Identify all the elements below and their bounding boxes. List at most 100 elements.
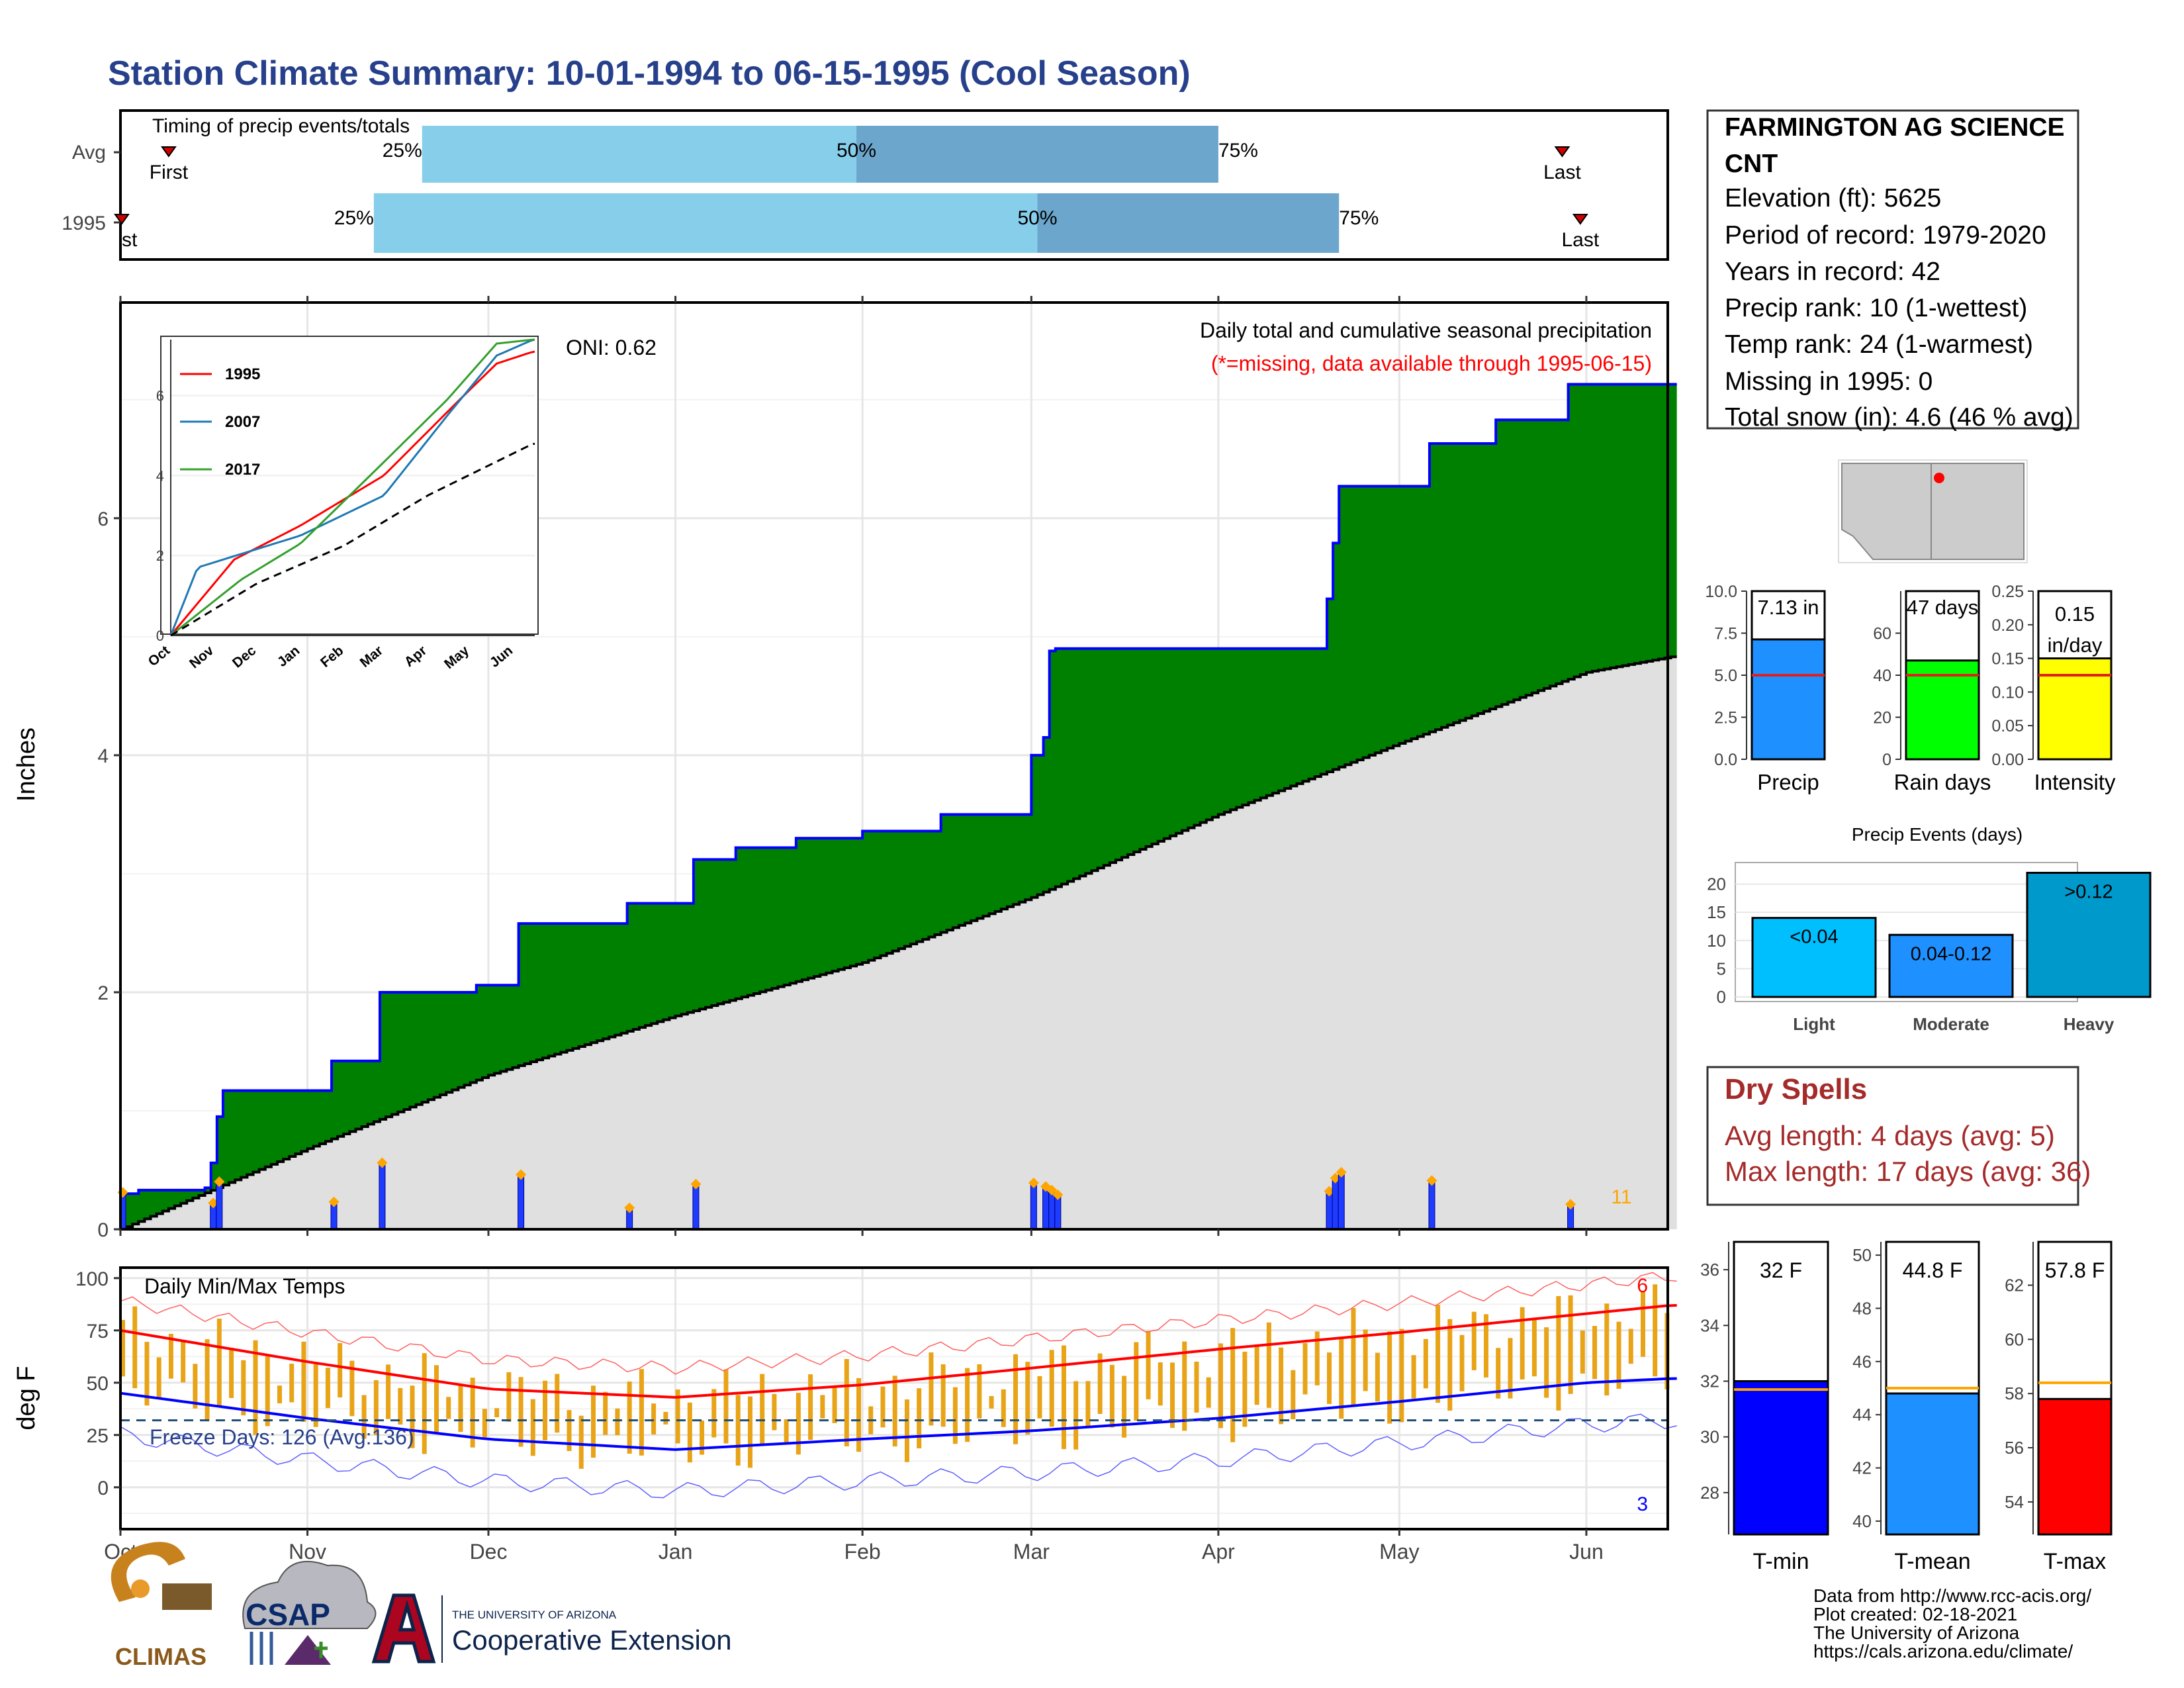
ua-a-icon	[371, 1593, 436, 1664]
station-elevation: Elevation (ft): 5625	[1725, 184, 1941, 212]
daily-temp-range-bar	[1592, 1326, 1598, 1380]
temp-summary-ytick-label: 32	[1700, 1371, 1719, 1391]
daily-temp-range-bar	[277, 1385, 282, 1404]
daily-temp-range-bar	[675, 1389, 680, 1444]
inset-ytick-label: 0	[156, 628, 164, 644]
daily-temp-range-bar	[1170, 1362, 1175, 1429]
daily-temp-range-bar	[1291, 1370, 1296, 1420]
timing-last-label: Last	[1543, 162, 1581, 183]
precip-above-average-area	[120, 384, 1677, 1229]
timing-label-50: 50%	[1017, 207, 1057, 229]
temp-plot-frame	[119, 1266, 1669, 1530]
heavy-event-marker	[1330, 1172, 1341, 1184]
daily-temp-range-bar	[1496, 1348, 1501, 1399]
summary-ytick-label: 0.00	[1991, 751, 2024, 769]
summary-ytick-label: 7.5	[1714, 625, 1737, 643]
inset-line-1995	[169, 350, 535, 636]
precip-plot-frame	[119, 301, 1669, 1231]
daily-temp-range-bar	[1387, 1331, 1392, 1424]
dry-spells-panel: Dry Spells Avg length: 4 days (avg: 5) M…	[1706, 1066, 2091, 1206]
inset-line-average	[170, 442, 535, 637]
ua-big-text: Cooperative Extension	[452, 1624, 732, 1656]
daily-temp-range-bar	[590, 1385, 596, 1458]
csap-cloud-icon	[242, 1560, 377, 1629]
daily-temp-range-bar	[422, 1353, 427, 1454]
temp-count-hi: 6	[1637, 1275, 1648, 1297]
station-name-1: FARMINGTON AG SCIENCE	[1725, 113, 2065, 142]
daily-temp-range-bar	[313, 1364, 318, 1427]
daily-temp-range-bar	[723, 1369, 729, 1444]
daily-temp-range-bar	[760, 1374, 765, 1445]
precip-average-area	[120, 657, 1677, 1229]
summary-bars: 0.0 2.5 5.0 7.5 10.0 7.13 in Precip 0 20 40 60 47 d…	[1705, 583, 2116, 794]
daily-temp-range-bar	[627, 1382, 632, 1454]
heavy-event-marker	[1324, 1186, 1335, 1197]
timing-last-marker	[1554, 146, 1570, 158]
daily-temp-range-bar	[1073, 1381, 1079, 1450]
daily-temp-range-bar	[1616, 1321, 1621, 1389]
temp-xtick-label: May	[1379, 1540, 1419, 1564]
daily-temp-range-bar	[1568, 1295, 1573, 1394]
temp-xtick-label: Apr	[1202, 1540, 1235, 1564]
temp-summary-bars: 28 30 32 34 36 32 F T-min 40 42 44 46 48 50 44.8 F T-m…	[1700, 1241, 2113, 1574]
daily-precip-bar	[1428, 1181, 1435, 1230]
dry-spells-title: Dry Spells	[1725, 1073, 1867, 1105]
inset-legend-label: 2017	[225, 461, 260, 479]
csap-rain-icon	[250, 1632, 273, 1665]
csap-cactus-icon	[314, 1642, 328, 1658]
temp-xtick-label: Jun	[1569, 1540, 1604, 1564]
oni-label: ONI: 0.62	[566, 336, 657, 359]
daily-temp-range-bar	[168, 1334, 173, 1379]
precip-panel-label: Daily total and cumulative seasonal prec…	[1200, 318, 1652, 342]
daily-temp-range-bar	[892, 1376, 897, 1447]
summary-rain_days-bar	[1905, 659, 1980, 761]
daily-temp-range-bar	[1049, 1350, 1054, 1427]
daily-temp-range-bar	[965, 1368, 970, 1442]
summary-ytick-label: 0.20	[1991, 616, 2024, 635]
daily-temp-range-bar	[1182, 1341, 1187, 1431]
daily-temp-range-bar	[784, 1419, 789, 1443]
summary-ytick-label: 10.0	[1705, 583, 1737, 601]
daily-temp-range-bar	[506, 1372, 512, 1422]
daily-temp-range-bar	[1483, 1314, 1488, 1378]
record-min-line	[120, 1413, 1677, 1499]
daily-temp-range-bar	[940, 1364, 946, 1427]
precip-average-line	[120, 655, 1677, 1231]
temp-xtick-label: Nov	[289, 1540, 326, 1564]
daily-temp-range-bar	[253, 1340, 258, 1435]
events-bar-light	[1751, 917, 1877, 998]
dry-spells-max: Max length: 17 days (avg: 36)	[1725, 1156, 2091, 1187]
timing-first-marker	[114, 214, 130, 225]
events-bar-label: <0.04	[1790, 927, 1838, 948]
summary-intensity-label: Intensity	[2034, 770, 2116, 794]
page-title: Station Climate Summary: 10-01-1994 to 0…	[108, 54, 1191, 93]
precip-count-label: 11	[1611, 1186, 1631, 1208]
events-ytick-label: 15	[1707, 902, 1726, 922]
temp-summary-tmax-label: T-max	[2044, 1549, 2106, 1574]
footer-line-2: Plot created: 02-18-2021	[1813, 1604, 2017, 1624]
daily-temp-range-bar	[603, 1391, 608, 1435]
inset-line-2017	[170, 338, 535, 637]
daily-temp-range-bar	[663, 1411, 668, 1425]
daily-temp-range-bar	[1001, 1389, 1006, 1427]
daily-temp-range-bar	[1435, 1305, 1441, 1403]
daily-precip-bar	[1048, 1191, 1056, 1230]
summary-rain_days-value: 47 days	[1907, 596, 1979, 619]
logo-climas: CLIMAS	[111, 1542, 212, 1670]
temp-summary-ytick-label: 42	[1852, 1458, 1872, 1478]
summary-ytick-label: 40	[1873, 667, 1891, 685]
daily-temp-range-bar	[747, 1396, 752, 1468]
temp-panel-label: Daily Min/Max Temps	[144, 1274, 345, 1298]
timing-bar-early-1995	[373, 193, 1038, 253]
daily-temp-range-bar	[1013, 1354, 1019, 1444]
daily-temp-range-bar	[1085, 1381, 1091, 1427]
temp-summary-tmin-value: 32 F	[1760, 1258, 1802, 1282]
csap-logo-text: CSAP	[246, 1597, 330, 1632]
timing-title: Timing of precip events/totals	[152, 115, 410, 137]
temp-summary-tmin-bar	[1733, 1380, 1829, 1536]
temp-ylabel: deg F	[13, 1366, 40, 1430]
inset-ytick-label: 6	[156, 388, 164, 404]
dry-spells-avg: Avg length: 4 days (avg: 5)	[1725, 1120, 2055, 1151]
daily-temp-range-bar	[735, 1395, 741, 1466]
